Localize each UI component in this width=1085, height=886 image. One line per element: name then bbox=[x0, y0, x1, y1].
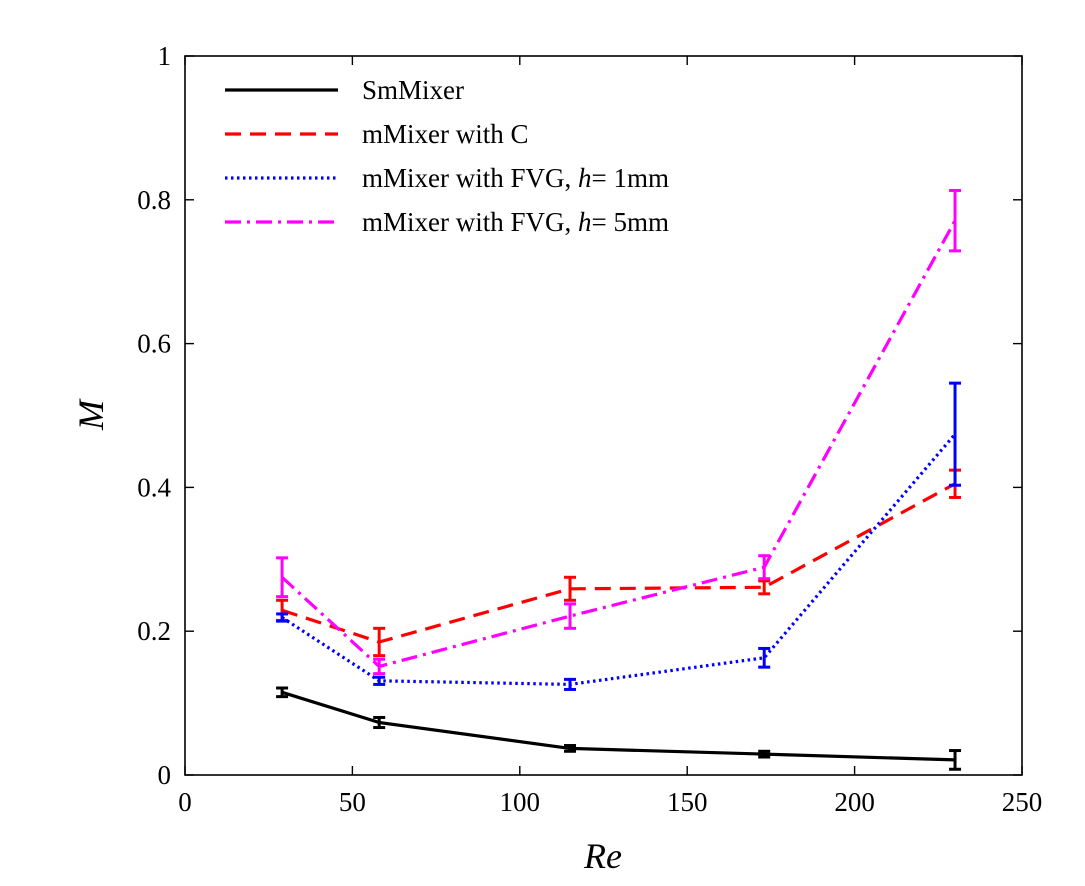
y-tick-label: 1 bbox=[158, 41, 172, 71]
y-tick-label: 0 bbox=[158, 760, 172, 790]
legend-label-part: mMixer with FVG, bbox=[362, 207, 578, 237]
legend-label: SmMixer bbox=[362, 75, 464, 105]
y-tick-label: 0.4 bbox=[137, 472, 171, 502]
series-line bbox=[282, 221, 955, 667]
legend-label-part: h bbox=[578, 163, 592, 193]
series-3 bbox=[276, 190, 961, 673]
x-axis-title: Re bbox=[583, 836, 622, 876]
legend: SmMixer mMixer with C mMixer with FVG, h= … bbox=[225, 75, 669, 237]
marks-layer bbox=[276, 190, 961, 769]
series-0 bbox=[276, 688, 961, 769]
x-tick-label: 0 bbox=[178, 787, 192, 817]
x-tick-label: 150 bbox=[667, 787, 708, 817]
y-tick-label: 0.6 bbox=[137, 329, 171, 359]
x-tick-label: 100 bbox=[500, 787, 541, 817]
x-tick-label: 50 bbox=[339, 787, 366, 817]
legend-label-part: mMixer with C bbox=[362, 119, 529, 149]
legend-label-part: SmMixer bbox=[362, 75, 464, 105]
series-line bbox=[282, 434, 955, 684]
y-axis-title: M bbox=[71, 398, 111, 431]
legend-label-part: = 5mm bbox=[592, 207, 669, 237]
series-1 bbox=[276, 470, 961, 656]
legend-label-part: h bbox=[578, 207, 592, 237]
legend-label-part: mMixer with FVG, bbox=[362, 163, 578, 193]
y-tick-label: 0.2 bbox=[137, 616, 171, 646]
x-tick-label: 250 bbox=[1002, 787, 1043, 817]
ticks-layer: 0 50 100 150 200 250 0 0.2 0.4 0.6 0.8 1 bbox=[137, 41, 1042, 817]
legend-label: mMixer with FVG, h= 1mm bbox=[362, 163, 669, 193]
y-tick-label: 0.8 bbox=[137, 185, 171, 215]
x-tick-label: 200 bbox=[834, 787, 875, 817]
legend-label-part: = 1mm bbox=[592, 163, 669, 193]
series-line bbox=[282, 484, 955, 642]
legend-label: mMixer with FVG, h= 5mm bbox=[362, 207, 669, 237]
legend-label: mMixer with C bbox=[362, 119, 529, 149]
